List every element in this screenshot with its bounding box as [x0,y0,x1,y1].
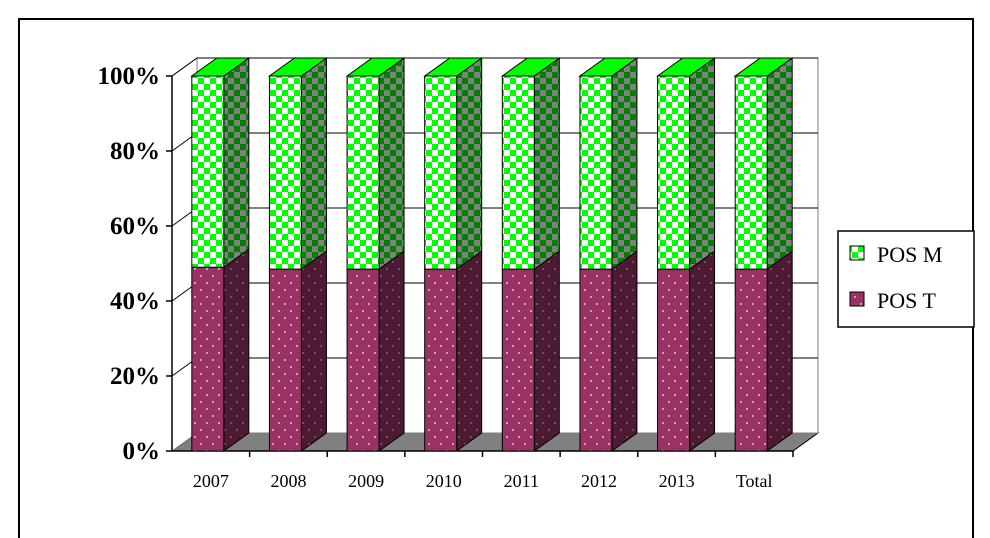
bar-pos-t-2009 [346,268,380,452]
bar-top-2008 [267,57,328,77]
y-tick-label: 20% [110,363,160,390]
bar-pos-m-2012 [579,75,613,270]
y-tick-labels: 0% 20% 40% 60% 80% 100% [98,63,161,465]
bar-pos-t-2011 [501,268,535,452]
bar-side-pos-t-2009 [378,250,405,452]
bar-side-pos-m-2009 [378,57,405,271]
x-tick-label: Total [736,471,773,491]
x-tick-label: 2009 [348,471,384,491]
bar-side-pos-m-Total [766,57,793,271]
bar-side-pos-m-2007 [223,57,250,269]
bar-pos-t-Total [734,268,768,452]
y-tick-label: 80% [110,138,160,165]
bar-side-pos-m-2010 [456,57,483,271]
legend-label-pos-t: POS T [877,288,936,313]
floor [170,432,820,452]
bar-top-2009 [345,57,406,77]
bar-pos-m-Total [734,75,768,270]
bar-top-2010 [423,57,484,77]
bar-pos-t-2012 [579,268,613,452]
legend-swatch-pos-m [849,245,865,261]
y-tick-label: 40% [110,288,160,315]
legend-label-pos-m: POS M [877,242,942,267]
bar-pos-m-2008 [268,75,302,270]
bar-pos-m-2013 [657,75,691,270]
bar-side-pos-t-2008 [300,250,327,452]
y-tick-label: 0% [123,438,161,465]
bar-pos-t-2013 [657,268,691,452]
x-tick-label: 2010 [426,471,462,491]
x-tick-label: 2013 [659,471,695,491]
x-tick-label: 2012 [581,471,617,491]
y-tick-label: 60% [110,213,160,240]
bar-pos-t-2007 [191,266,225,452]
chart-walls [171,57,819,452]
bar-side-pos-t-Total [766,250,793,452]
bar-top-2011 [500,57,561,77]
bar-side-pos-m-2012 [611,57,638,271]
bars [190,57,794,452]
bar-side-pos-t-2011 [533,250,560,452]
bar-side-pos-t-2007 [223,248,250,452]
bar-top-Total [733,57,794,77]
bar-top-2013 [656,57,717,77]
bar-pos-m-2010 [424,75,458,270]
gridline-side [171,57,198,77]
bar-side-pos-m-2011 [533,57,560,271]
bar-side-pos-m-2008 [300,57,327,271]
bar-pos-m-2007 [191,75,225,268]
chart-floor [170,432,820,452]
x-tick-label: 2007 [193,471,229,491]
bar-pos-m-2011 [501,75,535,270]
bar-side-pos-m-2013 [689,57,716,271]
bar-pos-t-2008 [268,268,302,452]
legend: POS M POS T [837,230,975,328]
bar-side-pos-t-2010 [456,250,483,452]
bar-side-pos-t-2013 [689,250,716,452]
bar-top-2012 [578,57,639,77]
legend-swatch-pos-t [849,291,865,307]
bar-pos-t-2010 [424,268,458,452]
x-tick-label: 2011 [504,471,539,491]
bar-pos-m-2009 [346,75,380,270]
x-tick-label: 2008 [270,471,306,491]
bar-top-2007 [190,57,251,77]
y-tick-label: 100% [98,63,161,90]
x-tick-labels: 2007 2008 2009 2010 2011 2012 2013 Total [193,471,773,491]
bar-side-pos-t-2012 [611,250,638,452]
